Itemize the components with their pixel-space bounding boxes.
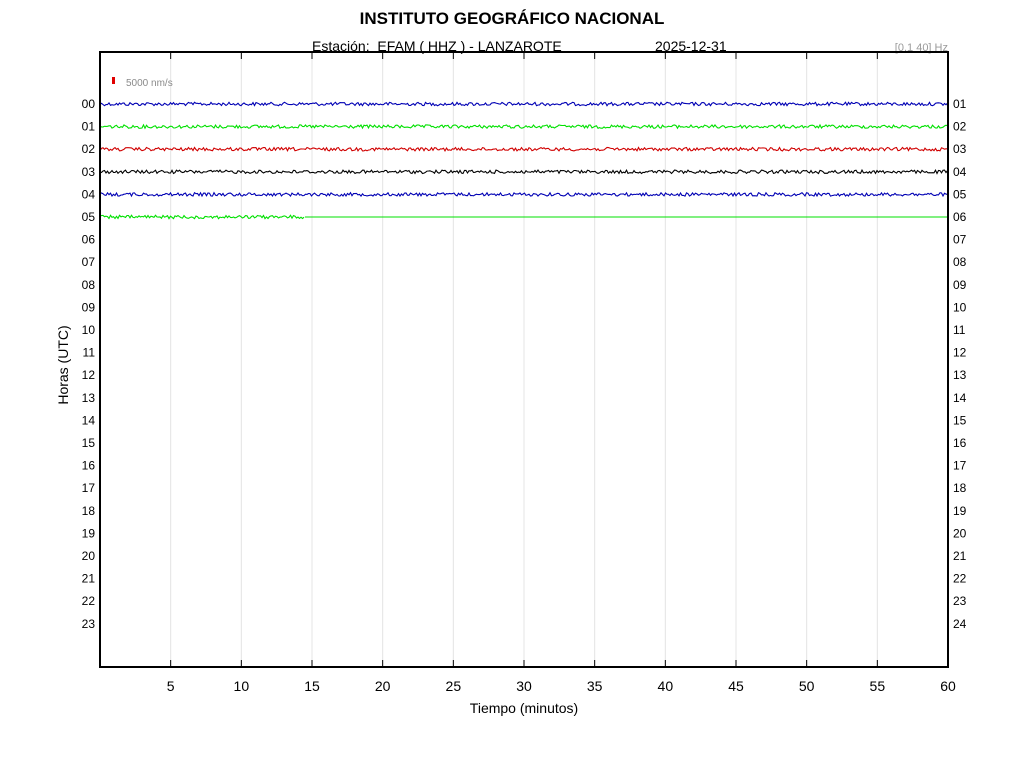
x-tick-label: 15 (304, 678, 320, 694)
x-tick-label: 35 (587, 678, 603, 694)
x-tick-label: 25 (446, 678, 462, 694)
x-tick-label: 40 (658, 678, 674, 694)
y-tick-label-right: 22 (953, 572, 967, 586)
y-tick-label-left: 10 (82, 323, 96, 337)
x-tick-label: 30 (516, 678, 532, 694)
y-tick-label-left: 06 (82, 233, 96, 247)
y-tick-label-left: 08 (82, 278, 96, 292)
trace-hour-01 (99, 123, 948, 130)
y-tick-label-right: 11 (953, 323, 966, 337)
y-tick-label-right: 16 (953, 436, 967, 450)
y-tick-label-left: 03 (82, 165, 96, 179)
x-tick-label: 45 (728, 678, 744, 694)
x-axis-label: Tiempo (minutos) (469, 700, 579, 716)
y-tick-label-right: 13 (953, 368, 967, 382)
y-tick-label-left: 02 (82, 142, 96, 156)
y-tick-label-right: 19 (953, 504, 967, 518)
y-tick-label-left: 04 (82, 187, 96, 201)
y-tick-label-right: 14 (953, 391, 967, 405)
y-tick-label-right: 21 (953, 549, 967, 563)
y-tick-label-left: 23 (82, 617, 96, 631)
y-tick-label-right: 17 (953, 459, 967, 473)
date-label: 2025-12-31 (655, 38, 727, 54)
x-tick-label: 5 (167, 678, 175, 694)
station-label: Estación: EFAM ( HHZ ) - LANZAROTE (312, 38, 562, 54)
y-tick-label-left: 16 (82, 459, 96, 473)
trace-hour-03 (99, 168, 948, 175)
y-tick-label-right: 09 (953, 278, 967, 292)
y-tick-label-right: 04 (953, 165, 967, 179)
y-tick-label-left: 12 (82, 368, 96, 382)
trace-hour-05 (99, 214, 305, 220)
trace-hour-00 (99, 101, 948, 107)
y-tick-label-right: 24 (953, 617, 967, 631)
trace-hour-04 (99, 191, 948, 198)
y-tick-label-left: 13 (82, 391, 96, 405)
y-tick-label-left: 18 (82, 504, 96, 518)
y-tick-label-right: 18 (953, 481, 967, 495)
y-tick-label-left: 15 (82, 436, 96, 450)
y-tick-label-left: 14 (82, 413, 96, 427)
y-tick-label-right: 15 (953, 413, 967, 427)
y-tick-label-right: 06 (953, 210, 967, 224)
y-tick-label-right: 20 (953, 526, 967, 540)
trace-hour-02 (99, 146, 948, 153)
y-tick-label-right: 03 (953, 142, 967, 156)
chart-title: INSTITUTO GEOGRÁFICO NACIONAL (359, 9, 665, 28)
y-tick-label-left: 09 (82, 300, 96, 314)
x-tick-label: 50 (799, 678, 815, 694)
scale-bar (112, 77, 115, 84)
x-tick-label: 20 (375, 678, 391, 694)
x-tick-label: 55 (870, 678, 886, 694)
y-tick-label-left: 21 (82, 572, 96, 586)
y-tick-label-left: 01 (82, 120, 96, 134)
y-tick-label-right: 10 (953, 300, 967, 314)
y-tick-label-right: 07 (953, 233, 967, 247)
y-tick-label-right: 12 (953, 346, 967, 360)
y-tick-label-right: 01 (953, 97, 967, 111)
y-tick-label-left: 20 (82, 549, 96, 563)
y-tick-label-left: 22 (82, 594, 96, 608)
scale-bar-label: 5000 nm/s (126, 78, 173, 89)
y-tick-label-left: 11 (83, 346, 96, 360)
y-tick-label-left: 05 (82, 210, 96, 224)
y-tick-label-right: 05 (953, 187, 967, 201)
x-tick-label: 10 (234, 678, 250, 694)
y-tick-label-left: 19 (82, 526, 96, 540)
y-tick-label-right: 23 (953, 594, 967, 608)
y-tick-label-right: 08 (953, 255, 967, 269)
x-tick-label: 60 (940, 678, 956, 694)
y-tick-label-right: 02 (953, 120, 967, 134)
y-tick-label-left: 07 (82, 255, 96, 269)
y-tick-label-left: 17 (82, 481, 96, 495)
y-tick-label-left: 00 (82, 97, 96, 111)
